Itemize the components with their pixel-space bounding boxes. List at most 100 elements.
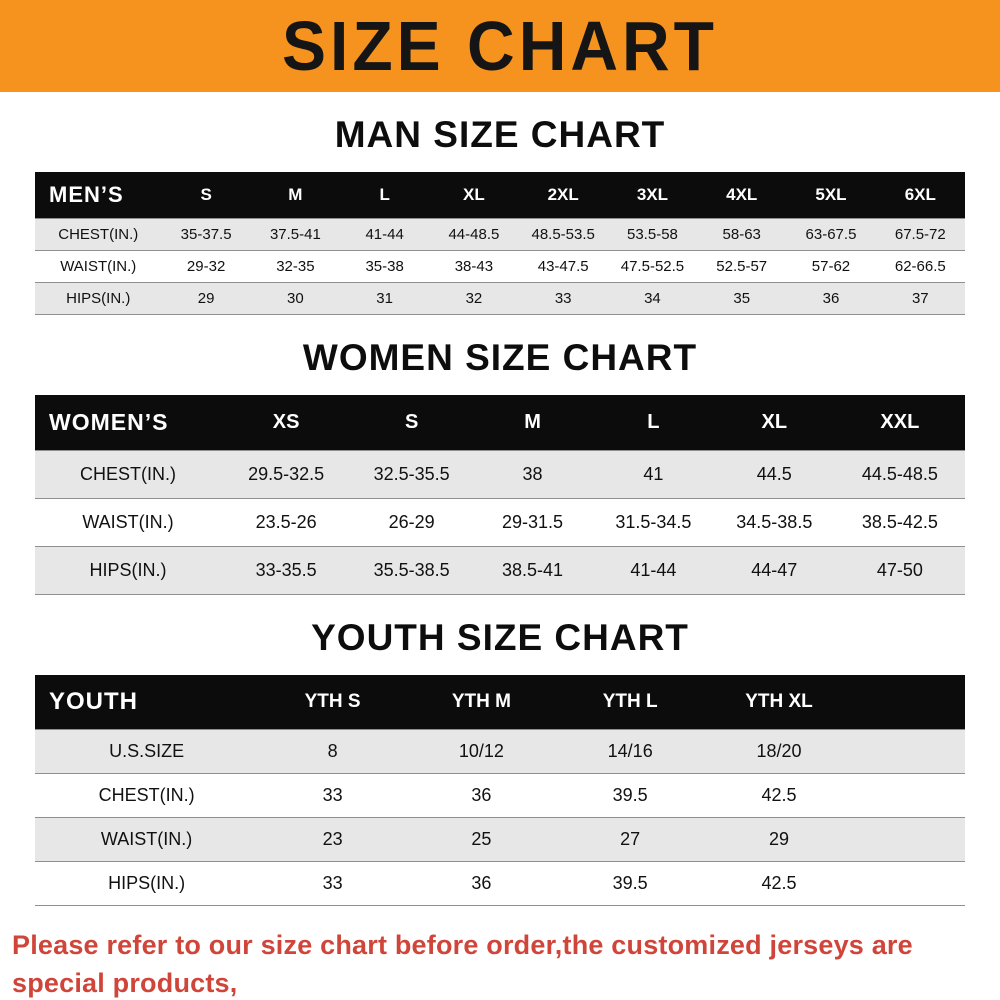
size-value: 35.5-38.5 xyxy=(373,560,450,580)
size-value: 33 xyxy=(322,785,343,805)
size-value: 18/20 xyxy=(756,741,802,761)
table-corner-label: MEN’S xyxy=(35,172,162,219)
size-value: 39.5 xyxy=(612,873,648,893)
size-value: 36 xyxy=(471,785,492,805)
table-row: HIPS(IN.) 29 30 31 32 33 34 35 36 37 xyxy=(35,282,965,315)
size-value: 67.5-72 xyxy=(894,226,946,243)
size-value: 8 xyxy=(327,741,338,761)
disclaimer-text: Please refer to our size chart before or… xyxy=(12,926,990,1000)
size-value: 35 xyxy=(733,290,751,307)
youth-size-section: YOUTH SIZE CHART YOUTH YTH S YTH M YTH L YTH… xyxy=(0,617,1000,906)
size-value: 29 xyxy=(197,290,215,307)
size-value: 38.5-42.5 xyxy=(861,512,938,532)
size-value: 47-50 xyxy=(876,560,923,580)
row-label: U.S.SIZE xyxy=(109,741,185,761)
size-value: 36 xyxy=(822,290,840,307)
size-value: 42.5 xyxy=(761,785,797,805)
table-row: WAIST(IN.) 29-32 32-35 35-38 38-43 43-47.5 47.… xyxy=(35,250,965,283)
size-column-header: S xyxy=(161,172,251,219)
size-value: 38 xyxy=(522,464,543,484)
table-header-row: MEN’S S M L XL 2XL 3XL 4XL 5XL 6XL xyxy=(35,172,965,219)
women-size-section: WOMEN SIZE CHART WOMEN’S XS S M L XL XXL CHEST(… xyxy=(0,337,1000,595)
size-column-header: M xyxy=(250,172,341,219)
size-value: 44-48.5 xyxy=(448,226,500,243)
table-corner-label: YOUTH xyxy=(35,675,259,730)
size-value: 41 xyxy=(643,464,664,484)
row-label: HIPS(IN.) xyxy=(89,560,167,580)
size-column-header: L xyxy=(340,172,430,219)
size-value: 53.5-58 xyxy=(627,226,678,243)
size-column-header: M xyxy=(472,395,593,451)
size-value: 25 xyxy=(471,829,492,849)
women-size-table: WOMEN’S XS S M L XL XXL CHEST(IN.) 29.5-32.5 32.5… xyxy=(35,395,965,595)
size-value: 39.5 xyxy=(612,785,648,805)
size-value: 33 xyxy=(554,290,572,307)
banner-title: SIZE CHART xyxy=(282,7,718,85)
size-column-header: YTH M xyxy=(406,675,556,730)
size-column-header: 2XL xyxy=(518,172,608,219)
size-value: 34 xyxy=(644,290,661,307)
table-row: WAIST(IN.) 23.5-26 26-29 29-31.5 31.5-34.5 34… xyxy=(35,498,965,547)
size-column-header: 4XL xyxy=(697,172,787,219)
size-value: 35-37.5 xyxy=(180,226,232,243)
table-row: U.S.SIZE 8 10/12 14/16 18/20 xyxy=(35,729,965,774)
size-value: 33-35.5 xyxy=(255,560,317,580)
size-value: 29-31.5 xyxy=(501,512,564,532)
women-section-title: WOMEN SIZE CHART xyxy=(302,337,698,378)
size-value: 30 xyxy=(287,290,304,307)
size-column-header: XXL xyxy=(834,395,965,451)
row-label: WAIST(IN.) xyxy=(82,512,174,532)
size-value: 44.5 xyxy=(756,464,792,484)
size-column-header: 6XL xyxy=(875,172,965,219)
size-value xyxy=(853,818,965,862)
size-value: 23.5-26 xyxy=(255,512,317,532)
size-value xyxy=(853,774,965,818)
size-value: 44-47 xyxy=(751,560,798,580)
size-column-header: S xyxy=(351,395,473,451)
size-value: 63-67.5 xyxy=(805,226,857,243)
table-row: CHEST(IN.) 33 36 39.5 42.5 xyxy=(35,773,965,818)
size-chart-banner: SIZE CHART xyxy=(0,0,1000,92)
row-label: WAIST(IN.) xyxy=(60,258,137,275)
row-label: CHEST(IN.) xyxy=(80,464,176,484)
size-column-header: YTH XL xyxy=(704,675,854,730)
size-value: 29 xyxy=(768,829,789,849)
size-value: 34.5-38.5 xyxy=(736,512,813,532)
size-column-header: YTH L xyxy=(555,675,705,730)
size-column-header xyxy=(853,675,965,730)
table-corner-label: WOMEN’S xyxy=(35,395,221,451)
size-value: 38.5-41 xyxy=(501,560,564,580)
row-label: CHEST(IN.) xyxy=(98,785,195,805)
table-header-row: YOUTH YTH S YTH M YTH L YTH XL xyxy=(35,675,965,730)
size-column-header: YTH S xyxy=(258,675,407,730)
youth-size-table: YOUTH YTH S YTH M YTH L YTH XL U.S.SIZE 8 10/12… xyxy=(35,675,965,906)
men-size-table: MEN’S S M L XL 2XL 3XL 4XL 5XL 6XL CHEST(IN.) 35-37… xyxy=(35,172,965,315)
size-value: 58-63 xyxy=(722,226,761,243)
size-value: 31 xyxy=(376,290,393,307)
size-value: 42.5 xyxy=(761,873,797,893)
size-value: 37 xyxy=(911,290,929,307)
size-value: 35-38 xyxy=(365,258,404,275)
size-value: 32-35 xyxy=(276,258,315,275)
size-value: 31.5-34.5 xyxy=(615,512,692,532)
table-header-row: WOMEN’S XS S M L XL XXL xyxy=(35,395,965,451)
size-value: 41-44 xyxy=(630,560,677,580)
men-size-section: MAN SIZE CHART MEN’S S M L XL 2XL 3XL 4XL 5XL 6XL… xyxy=(0,114,1000,315)
size-value: 27 xyxy=(620,829,641,849)
size-value: 41-44 xyxy=(365,226,404,243)
size-value: 29-32 xyxy=(186,258,226,275)
row-label: CHEST(IN.) xyxy=(58,226,139,243)
row-label: HIPS(IN.) xyxy=(66,290,131,307)
youth-section-title: YOUTH SIZE CHART xyxy=(311,617,689,658)
size-value: 36 xyxy=(471,873,492,893)
size-value xyxy=(853,730,965,774)
row-label: HIPS(IN.) xyxy=(108,873,186,893)
size-value: 32 xyxy=(465,290,483,307)
size-value: 62-66.5 xyxy=(894,258,946,275)
size-value: 26-29 xyxy=(388,512,435,532)
size-value: 33 xyxy=(322,873,343,893)
size-value xyxy=(853,862,965,906)
size-column-header: 3XL xyxy=(607,172,698,219)
table-row: HIPS(IN.) 33 36 39.5 42.5 xyxy=(35,861,965,906)
